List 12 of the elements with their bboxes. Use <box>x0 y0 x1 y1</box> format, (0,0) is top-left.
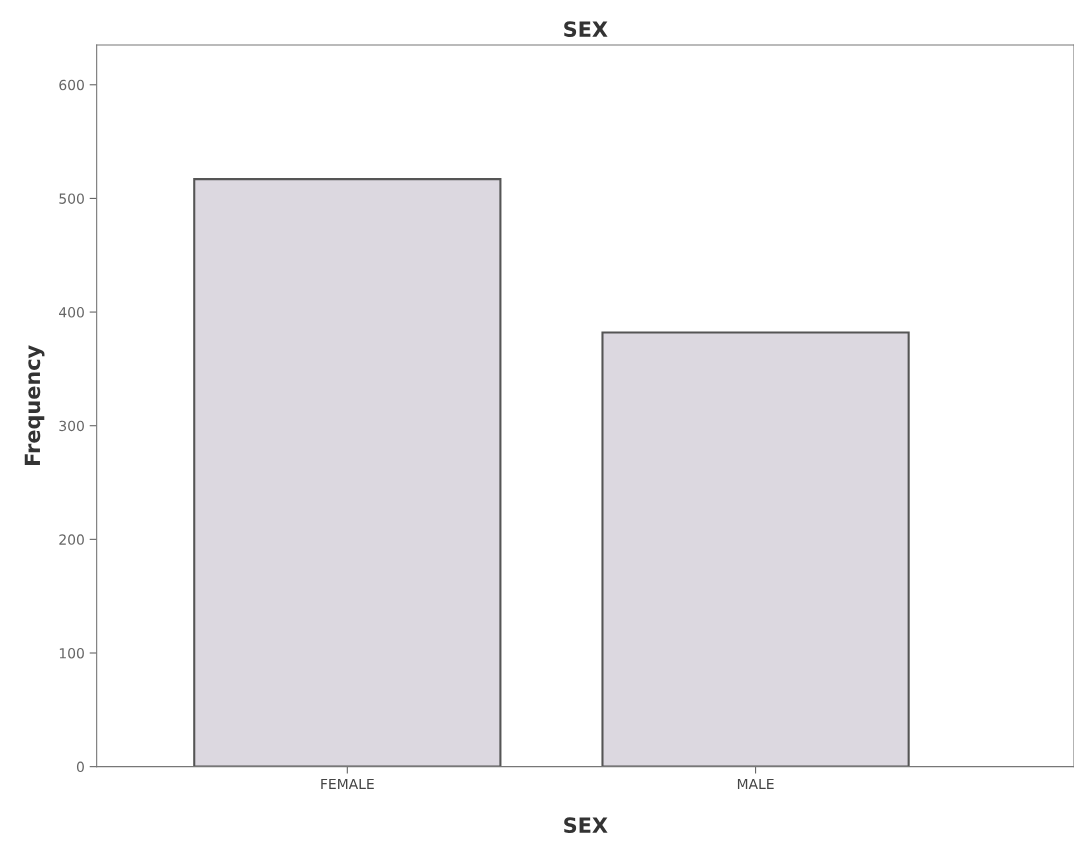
x-axis-title: SEX <box>564 817 608 834</box>
chart-title: SEX <box>564 21 608 37</box>
y-tick-label: 400 <box>59 307 84 318</box>
y-tick-label: 300 <box>59 420 84 432</box>
y-tick-label: 200 <box>59 534 84 545</box>
y-tick-label: 0 <box>76 761 84 773</box>
y-axis-title: Frequency <box>24 345 45 465</box>
y-tick-label: 500 <box>59 193 84 204</box>
x-tick-label: MALE <box>737 778 774 790</box>
y-tick-label: 600 <box>59 79 84 91</box>
x-tick-label: FEMALE <box>321 778 374 790</box>
y-tick-label: 100 <box>59 647 84 659</box>
